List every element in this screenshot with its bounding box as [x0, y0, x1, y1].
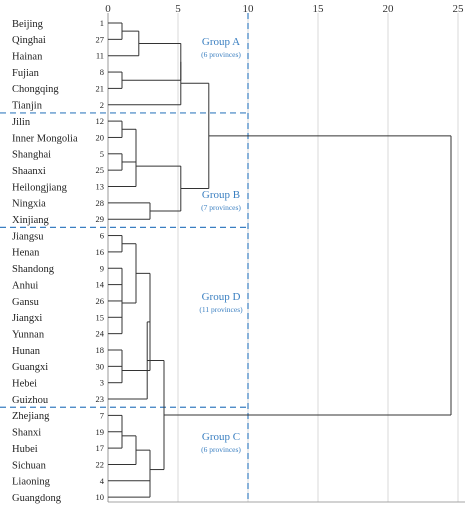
leaf-label: Gansu	[12, 297, 40, 308]
group-name: Group C	[202, 431, 240, 443]
leaf-label: Jilin	[12, 117, 31, 128]
group-count: (6 provinces)	[201, 50, 241, 59]
leaf-id: 14	[96, 280, 105, 290]
leaf-label: Hubei	[12, 444, 38, 455]
leaf-id: 20	[96, 132, 105, 142]
leaf-label: Guizhou	[12, 395, 49, 406]
leaf-label: Ningxia	[12, 199, 46, 210]
group-count: (7 provinces)	[201, 203, 241, 212]
leaf-id: 27	[96, 34, 105, 44]
leaf-label: Anhui	[12, 280, 38, 291]
leaf-id: 26	[96, 296, 105, 306]
leaf-id: 24	[96, 329, 105, 339]
leaf-id: 30	[96, 361, 105, 371]
group-name: Group A	[202, 36, 240, 48]
leaf-id: 19	[96, 427, 105, 437]
leaf-id: 8	[100, 67, 104, 77]
leaf-id: 21	[96, 83, 105, 93]
leaf-label: Qinghai	[12, 35, 46, 46]
leaf-label: Shandong	[12, 264, 55, 275]
leaf-id: 23	[96, 394, 105, 404]
x-tick-label: 0	[105, 3, 111, 15]
leaf-id: 25	[96, 165, 105, 175]
leaf-label: Guangxi	[12, 362, 48, 373]
leaf-label: Hebei	[12, 379, 37, 390]
leaf-id: 4	[100, 476, 105, 486]
leaf-id: 10	[96, 492, 105, 502]
leaf-label: Yunnan	[12, 329, 45, 340]
leaf-label: Guangdong	[12, 493, 62, 504]
leaf-label: Chongqing	[12, 84, 59, 95]
leaf-id: 12	[96, 116, 105, 126]
x-tick-label: 5	[175, 3, 181, 15]
x-tick-label: 20	[383, 3, 395, 15]
leaf-label: Liaoning	[12, 477, 51, 488]
leaf-id: 9	[100, 263, 104, 273]
leaf-label: Hunan	[12, 346, 41, 357]
leaf-id: 2	[100, 100, 104, 110]
leaf-id: 5	[100, 149, 104, 159]
leaf-label: Fujian	[12, 68, 40, 79]
leaf-label: Jiangxi	[12, 313, 42, 324]
leaf-label: Shanghai	[12, 150, 51, 161]
leaf-id: 28	[96, 198, 105, 208]
tick-layer: 0 5 10 15 20 25	[105, 3, 464, 15]
leaf-label: Heilongjiang	[12, 182, 68, 193]
leaf-id: 1	[100, 18, 104, 28]
leaf-id: 6	[100, 231, 104, 241]
group-name: Group D	[202, 291, 241, 303]
leaf-id: 18	[96, 345, 105, 355]
leaf-label: Jiangsu	[12, 231, 44, 242]
leaf-label: Sichuan	[12, 460, 47, 471]
x-tick-label: 10	[243, 3, 255, 15]
leaf-label: Beijing	[12, 19, 44, 30]
leaf-label: Shanxi	[12, 428, 41, 439]
leaf-label: Zhejiang	[12, 411, 50, 422]
x-tick-label: 15	[313, 3, 325, 15]
grid-layer	[107, 13, 465, 503]
leaf-id: 22	[96, 459, 105, 469]
leaf-label: Hainan	[12, 52, 43, 63]
leaf-label: Shaanxi	[12, 166, 46, 177]
leaf-label: Inner Mongolia	[12, 133, 78, 144]
group-count: (6 provinces)	[201, 445, 241, 454]
leaf-id: 3	[100, 378, 104, 388]
leaf-id: 7	[100, 410, 104, 420]
tree-layer	[108, 22, 452, 498]
leaf-id: 17	[96, 443, 105, 453]
x-tick-label: 25	[453, 3, 465, 15]
group-name: Group B	[202, 189, 240, 201]
leaf-id: 29	[96, 214, 105, 224]
leaf-label: Tianjin	[12, 101, 43, 112]
group-layer: Group A (6 provinces) Group B (7 provinces)…	[199, 36, 243, 454]
leaf-label: Henan	[12, 248, 40, 259]
leaf-label: Xinjiang	[12, 215, 49, 226]
group-count: (11 provinces)	[199, 305, 243, 314]
leaf-id: 13	[96, 182, 105, 192]
threshold-layer	[0, 13, 249, 502]
leaf-id: 15	[96, 312, 105, 322]
leaf-id: 16	[96, 247, 105, 257]
leaf-id: 11	[96, 51, 104, 61]
